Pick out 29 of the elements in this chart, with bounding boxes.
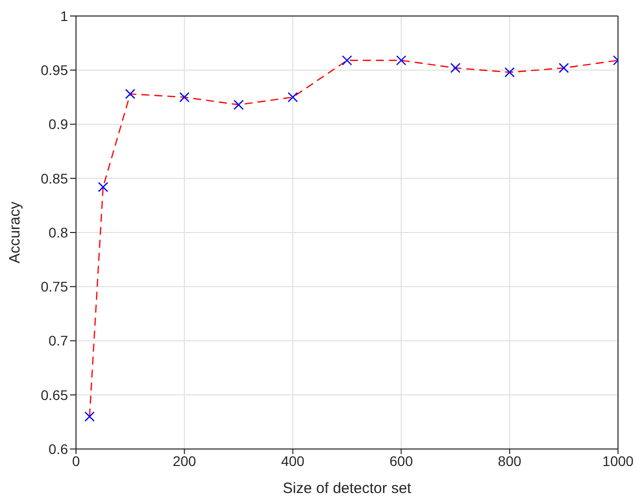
point (396, 55, 406, 66)
y-tick-label: 0.85 (40, 170, 68, 186)
point (125, 88, 136, 100)
point (179, 92, 190, 102)
x-tick-label: 600 (390, 452, 414, 469)
y-tick-label: 0.65 (40, 386, 68, 403)
point (84, 411, 95, 422)
y-axis-title: Accuracy (6, 201, 24, 264)
point (558, 62, 569, 74)
x-tick-label: 800 (498, 452, 522, 469)
y-tick-label: 0.7 (48, 332, 68, 349)
point (288, 92, 298, 102)
y-tick-label: 0.9 (48, 116, 68, 132)
point (450, 62, 460, 74)
y-tick-label: 0.95 (40, 62, 68, 78)
line-series (88, 60, 618, 418)
x-tick-label: 400 (281, 452, 305, 469)
point (234, 100, 244, 110)
x-axis-title: Size of detector set (282, 480, 412, 497)
x-tick-label: 1000 (602, 452, 634, 469)
y-tick-label: 1 (60, 8, 68, 24)
point (98, 182, 108, 192)
y-tick-label: 0.75 (40, 278, 68, 295)
y-tick-label: 0.6 (48, 440, 68, 457)
point (342, 55, 352, 66)
point (504, 67, 515, 78)
x-tick-label: 200 (172, 452, 196, 469)
y-tick-label: 0.8 (48, 224, 68, 240)
x-tick-label: 0 (72, 452, 80, 469)
